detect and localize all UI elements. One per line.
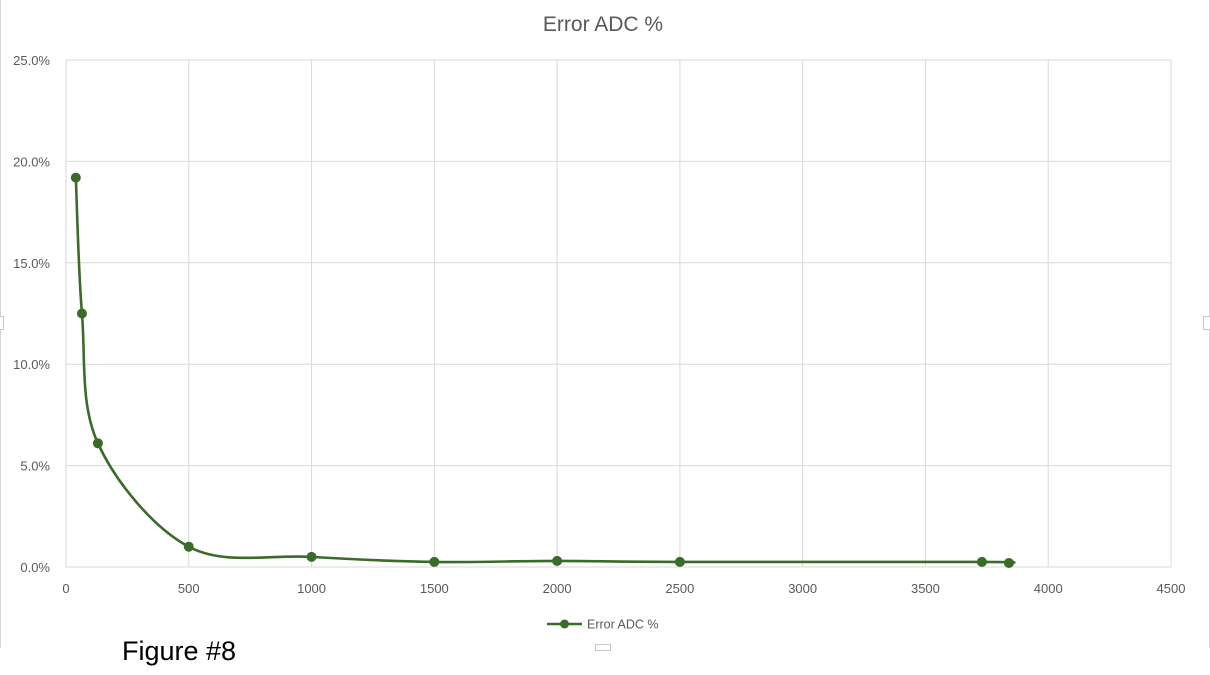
x-tick-label: 2000 (543, 581, 572, 596)
data-point (552, 555, 563, 566)
data-point (976, 556, 987, 567)
data-point (429, 556, 440, 567)
x-tick-label: 4000 (1034, 581, 1063, 596)
x-tick-label: 3000 (788, 581, 817, 596)
data-point (306, 551, 317, 562)
data-point (70, 172, 81, 183)
y-tick-label: 5.0% (20, 459, 50, 474)
x-tick-label: 2500 (665, 581, 694, 596)
y-tick-label: 20.0% (13, 154, 50, 169)
data-point (76, 308, 87, 319)
x-tick-label: 0 (62, 581, 69, 596)
figure-caption: Figure #8 (122, 636, 237, 666)
x-tick-label: 1000 (297, 581, 326, 596)
resize-handle-right[interactable] (1203, 316, 1210, 330)
legend-marker (560, 619, 569, 629)
data-point (92, 438, 103, 449)
x-tick-label: 1500 (420, 581, 449, 596)
x-tick-label: 3500 (911, 581, 940, 596)
legend-label: Error ADC % (587, 618, 659, 632)
resize-handle-bottom[interactable] (595, 644, 611, 651)
line-chart: Error ADC % 0 500 1000 1500 2000 2500 3000 3500 4… (13, 13, 1186, 632)
y-tick-label: 15.0% (13, 256, 50, 271)
data-point (1003, 557, 1014, 568)
y-tick-label: 25.0% (13, 53, 50, 68)
y-tick-label: 0.0% (20, 560, 50, 575)
chart-title: Error ADC % (543, 13, 663, 36)
resize-handle-left[interactable] (0, 316, 4, 330)
y-tick-label: 10.0% (13, 357, 50, 372)
series-line (74, 176, 1016, 565)
data-point (674, 556, 685, 567)
x-tick-label: 500 (178, 581, 200, 596)
data-point (183, 541, 194, 552)
x-tick-label: 4500 (1157, 581, 1186, 596)
